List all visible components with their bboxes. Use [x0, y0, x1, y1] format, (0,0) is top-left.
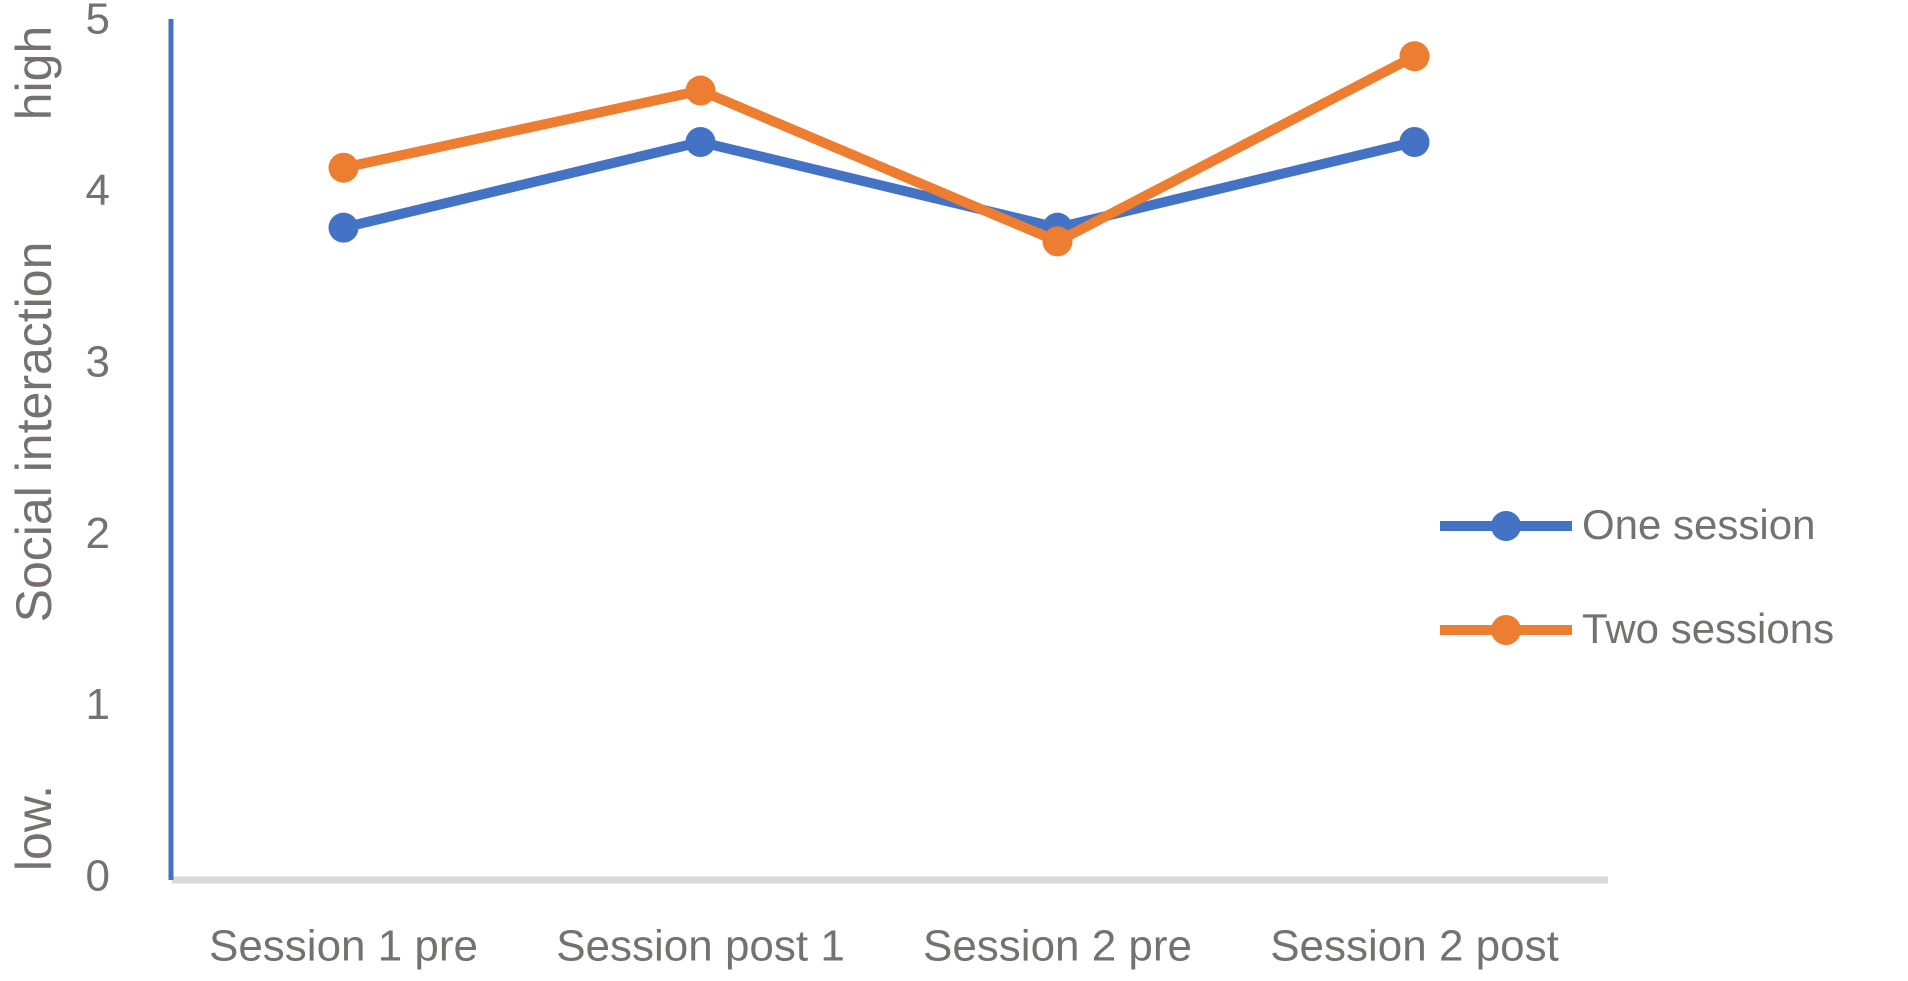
legend-label: One session — [1582, 501, 1815, 548]
y-tick-label: 1 — [86, 680, 110, 729]
legend-marker — [1491, 615, 1521, 645]
x-tick-label: Session 2 pre — [923, 922, 1192, 971]
point — [328, 212, 359, 243]
y-tick-label: 3 — [86, 337, 110, 386]
y-tick-label: 2 — [86, 509, 110, 558]
y-label: Social interaction — [6, 242, 62, 623]
point — [685, 75, 716, 106]
point — [685, 126, 716, 157]
legend-label: Two sessions — [1582, 605, 1834, 652]
x-tick-label: Session 2 post — [1270, 922, 1559, 971]
x-tick-label: Session 1 pre — [209, 922, 478, 971]
legend-marker — [1491, 511, 1521, 541]
series-line — [342, 51, 1417, 247]
point — [1399, 126, 1430, 157]
point — [328, 152, 359, 183]
point — [1042, 226, 1073, 257]
x-tick-label: Session post 1 — [556, 922, 845, 971]
y-tick-label: 4 — [86, 166, 110, 215]
series-line — [342, 136, 1416, 233]
y-label-high: high — [6, 26, 62, 121]
y-label-low: low. — [6, 785, 62, 871]
y-tick-label: 0 — [86, 852, 110, 901]
y-tick-label: 5 — [86, 0, 110, 44]
point — [1399, 41, 1430, 72]
